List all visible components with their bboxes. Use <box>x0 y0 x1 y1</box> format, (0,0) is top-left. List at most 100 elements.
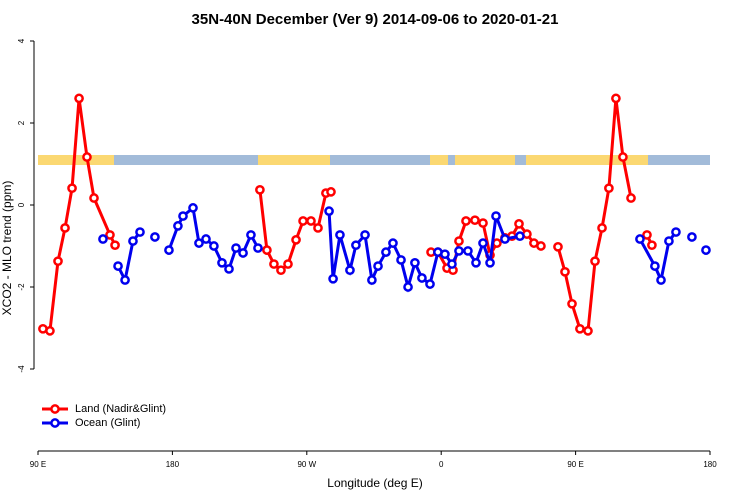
point <box>647 240 657 251</box>
point <box>45 326 55 336</box>
point <box>478 238 488 248</box>
x-tick-label: 0 <box>439 460 444 469</box>
point <box>560 266 570 277</box>
series-line <box>118 208 706 287</box>
point <box>553 241 563 252</box>
point <box>440 249 450 260</box>
point <box>335 230 345 240</box>
point <box>470 215 480 226</box>
point <box>113 261 123 271</box>
point <box>611 93 621 104</box>
point <box>209 241 219 251</box>
point <box>650 261 660 271</box>
point <box>410 257 420 268</box>
point <box>67 183 77 194</box>
point <box>425 279 435 289</box>
point <box>491 211 501 221</box>
point <box>396 255 406 265</box>
point <box>471 257 481 268</box>
point <box>417 273 427 283</box>
point <box>360 230 370 240</box>
point <box>313 223 323 233</box>
point <box>492 238 502 248</box>
point <box>454 236 464 246</box>
point <box>224 264 234 274</box>
point <box>120 275 130 285</box>
y-tick-label: 2 <box>17 120 26 125</box>
point <box>60 223 70 233</box>
land-sea-strip <box>38 155 710 165</box>
point <box>345 265 355 276</box>
x-tick-label: 180 <box>703 460 717 469</box>
point <box>328 273 338 284</box>
point <box>656 275 666 285</box>
point <box>217 257 227 268</box>
point <box>253 243 263 253</box>
point <box>255 184 265 195</box>
point <box>238 248 248 258</box>
x-tick-label: 90 E <box>567 460 583 469</box>
point <box>82 152 92 162</box>
legend-label: Land (Nadir&Glint) <box>75 403 166 415</box>
point <box>178 211 188 221</box>
point <box>642 230 652 240</box>
point <box>478 218 488 228</box>
point <box>500 234 510 244</box>
point <box>128 236 138 246</box>
point <box>231 243 241 253</box>
point <box>298 216 308 226</box>
x-tick-label: 180 <box>166 460 180 469</box>
point <box>381 247 391 257</box>
point <box>461 216 471 226</box>
point <box>373 261 383 271</box>
point <box>98 234 108 244</box>
point <box>269 259 279 269</box>
point <box>575 323 585 334</box>
point <box>89 193 99 203</box>
point <box>105 230 115 240</box>
point <box>135 227 145 237</box>
point <box>262 245 272 255</box>
legend-marker <box>50 404 60 414</box>
point <box>514 219 524 229</box>
point <box>447 259 457 269</box>
point <box>403 282 413 292</box>
chart-title: 35N-40N December (Ver 9) 2014-09-06 to 2… <box>192 11 559 28</box>
point <box>306 216 316 226</box>
point <box>74 93 84 104</box>
point <box>194 238 204 248</box>
point <box>618 152 628 162</box>
point <box>246 230 256 240</box>
point <box>463 246 473 256</box>
point <box>291 235 301 245</box>
point <box>664 236 674 246</box>
point <box>164 245 174 255</box>
x-axis-label: Longitude (deg E) <box>327 476 422 490</box>
y-tick-label: -4 <box>17 365 26 373</box>
point <box>701 245 711 255</box>
point <box>597 223 607 233</box>
point <box>201 234 211 244</box>
y-tick-label: 4 <box>17 38 26 43</box>
point <box>454 246 464 256</box>
point <box>110 240 120 251</box>
point <box>590 256 600 267</box>
point <box>173 221 183 231</box>
point <box>53 256 63 267</box>
point <box>276 265 286 276</box>
x-tick-label: 90 W <box>297 460 316 469</box>
point <box>536 241 546 251</box>
point <box>326 187 336 197</box>
point <box>188 203 198 213</box>
point <box>635 234 645 244</box>
point <box>367 275 377 285</box>
point <box>604 183 614 194</box>
y-tick-label: -2 <box>17 283 26 291</box>
point <box>324 206 334 216</box>
series-line <box>42 98 654 333</box>
point <box>283 259 293 269</box>
y-axis-label: XCO2 - MLO trend (ppm) <box>0 181 14 316</box>
point <box>485 257 495 268</box>
point <box>150 232 160 242</box>
